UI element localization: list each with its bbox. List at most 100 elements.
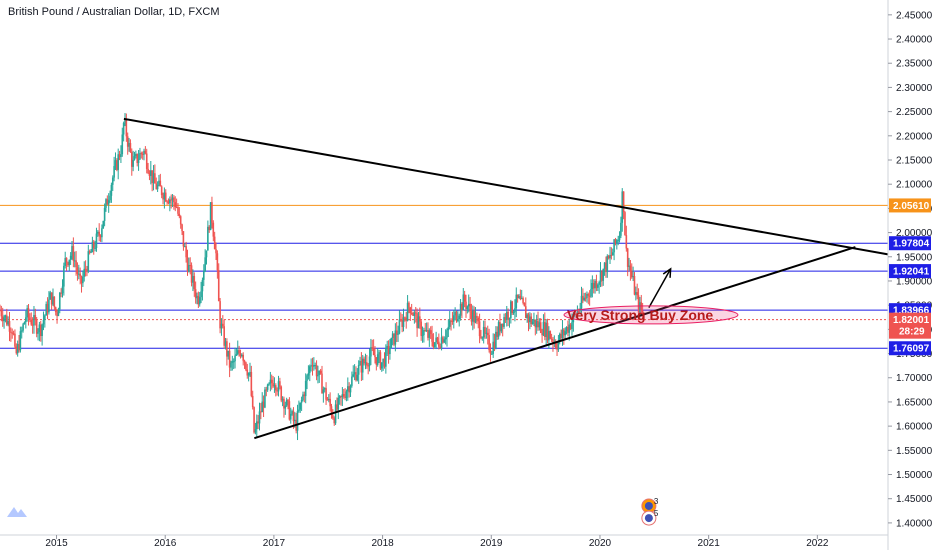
candle-body	[614, 239, 617, 244]
candle-body	[311, 365, 314, 367]
candle-body	[452, 315, 455, 322]
candle-body	[616, 240, 618, 244]
candle-body	[602, 268, 605, 281]
candle-body	[284, 405, 287, 409]
candle-body	[549, 331, 552, 339]
candle-body	[567, 327, 569, 333]
candle-body	[533, 319, 535, 322]
candle-body	[618, 235, 621, 241]
candle-body	[224, 341, 227, 346]
candle-body	[287, 399, 289, 402]
candle-body	[88, 251, 91, 253]
x-tick-label: 2022	[806, 538, 829, 549]
candle-body	[433, 342, 436, 347]
candle-body	[491, 353, 493, 355]
candle-body	[557, 340, 560, 350]
candle-body	[529, 316, 531, 323]
candle-body	[591, 282, 594, 289]
candle-body	[246, 369, 249, 376]
candle-body	[531, 321, 534, 325]
x-tick-label: 2020	[589, 538, 612, 549]
candle-body	[182, 231, 185, 247]
candle-body	[188, 264, 190, 272]
y-tick-label: 1.65000	[896, 397, 932, 408]
candle-body	[315, 365, 318, 377]
candle-body	[231, 361, 234, 363]
candle-body	[477, 317, 480, 322]
candle-body	[609, 254, 611, 259]
candle-body	[637, 295, 640, 313]
candle-body	[541, 332, 543, 336]
candle-body	[208, 226, 211, 231]
candle-body	[534, 319, 537, 328]
chart-title: British Pound / Australian Dollar, 1D, F…	[8, 6, 220, 18]
candle-body	[147, 168, 149, 174]
candle-body	[158, 180, 160, 185]
candle-body	[336, 404, 338, 410]
candle-body	[258, 411, 261, 424]
candle-body	[239, 353, 242, 357]
candle-body	[7, 321, 9, 325]
candle-body	[459, 303, 462, 316]
candle-body	[38, 324, 41, 332]
candle-body	[5, 315, 8, 325]
candle-body	[340, 396, 342, 398]
candle-body	[572, 313, 575, 323]
candle-body	[368, 356, 371, 366]
candle-body	[586, 294, 588, 298]
candle-body	[538, 322, 541, 328]
candle-body	[319, 370, 322, 374]
candle-body	[266, 384, 269, 390]
candle-body	[539, 322, 542, 333]
candle-body	[163, 192, 166, 200]
candle-body	[133, 156, 136, 160]
candle-body	[97, 231, 99, 234]
candle-body	[565, 327, 568, 332]
candle-body	[617, 240, 619, 242]
candle-body	[360, 361, 363, 373]
candle-body	[599, 271, 602, 282]
candle-body	[573, 313, 576, 315]
candle-body	[8, 321, 11, 332]
candle-body	[19, 331, 22, 351]
candle-body	[641, 310, 644, 313]
candle-body	[489, 350, 492, 354]
candle-body	[613, 239, 615, 253]
candle-body	[457, 319, 459, 322]
candle-body	[150, 170, 152, 176]
candle-body	[44, 315, 46, 320]
candle-body	[48, 299, 50, 313]
candle-body	[628, 265, 630, 267]
candle-body	[519, 295, 522, 300]
event-flag-icon	[644, 501, 653, 510]
candle-body	[633, 276, 636, 295]
candle-body	[159, 180, 162, 187]
y-tick-label: 1.55000	[896, 446, 932, 457]
candle-body	[124, 118, 126, 123]
candle-body	[552, 339, 554, 344]
candle-body	[440, 337, 443, 348]
candle-body	[53, 296, 56, 308]
candle-body	[41, 324, 43, 337]
candle-body	[313, 365, 315, 367]
candle-body	[610, 254, 613, 256]
candle-body	[84, 268, 87, 270]
candle-body	[0, 310, 1, 311]
candle-body	[429, 330, 432, 334]
candle-body	[216, 253, 219, 271]
candle-body	[222, 323, 224, 327]
candle-body	[242, 354, 244, 361]
candle-body	[63, 265, 65, 287]
candle-body	[279, 381, 281, 387]
candle-body	[37, 331, 39, 334]
candle-body	[330, 406, 333, 416]
candle-body	[325, 388, 327, 400]
candle-body	[492, 341, 494, 354]
candle-body	[205, 250, 208, 258]
buy-zone-ellipse	[563, 305, 739, 325]
candle-body	[458, 315, 461, 320]
candle-body	[39, 324, 42, 337]
candle-body	[264, 389, 266, 408]
